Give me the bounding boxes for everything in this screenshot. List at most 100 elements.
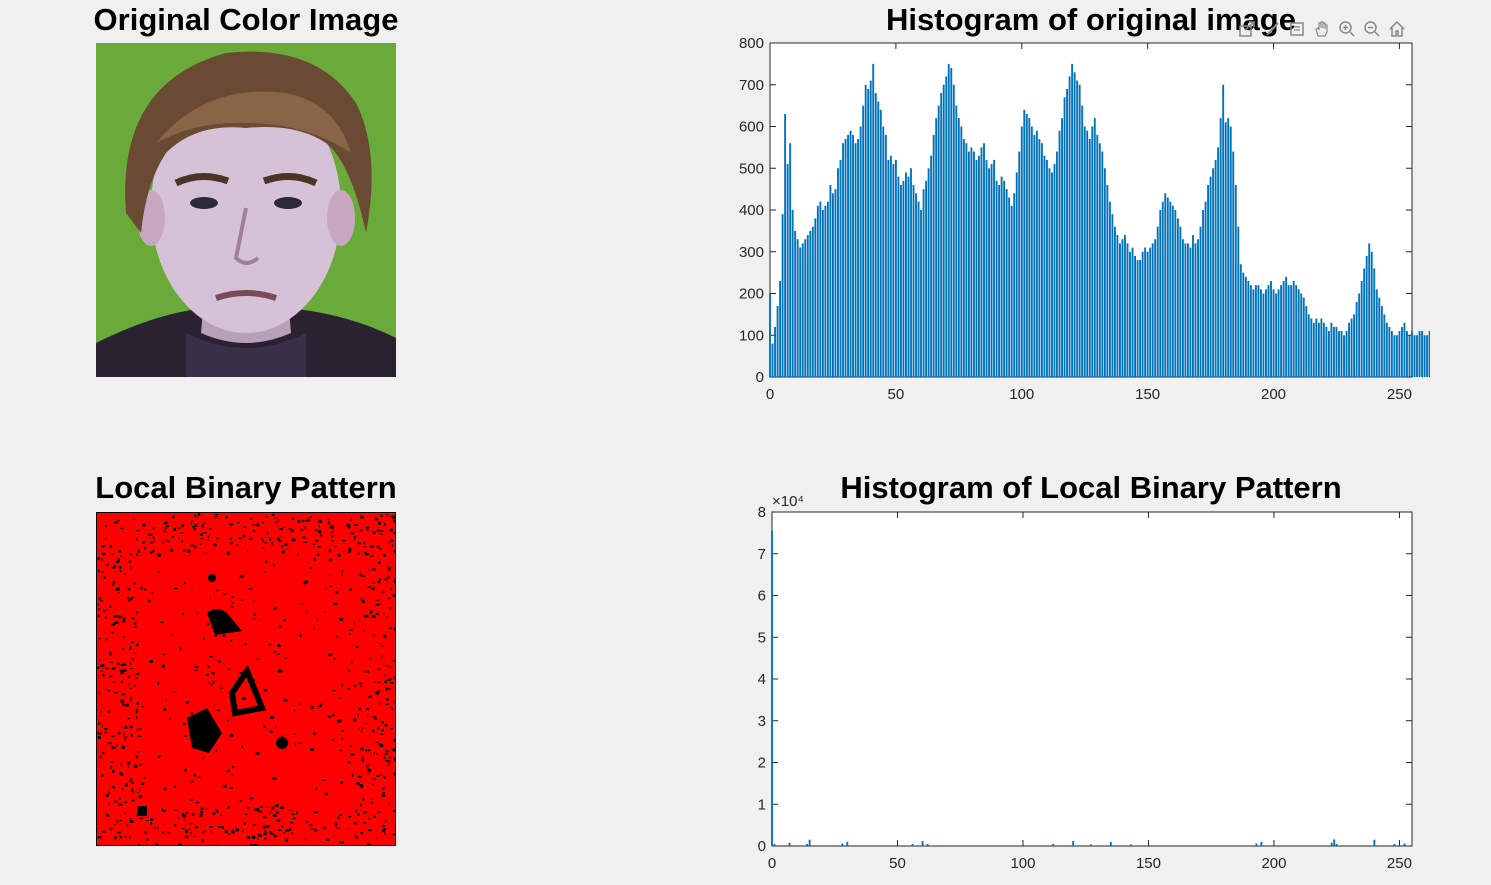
- title-original-image: Original Color Image: [94, 4, 399, 35]
- histogram-bar: [840, 160, 842, 377]
- histogram-bar: [1111, 214, 1113, 377]
- histogram-bar: [822, 210, 824, 377]
- histogram-bar: [1263, 294, 1265, 378]
- histogram-bar: [1127, 243, 1129, 377]
- histogram-bar: [1159, 210, 1161, 377]
- histogram-bar: [837, 168, 839, 377]
- histogram-bar: [1124, 235, 1126, 377]
- histogram-bar: [1285, 277, 1287, 377]
- histogram-bar: [1069, 76, 1071, 377]
- y-tick-label: 8: [758, 504, 766, 521]
- y-tick-label: 0: [756, 369, 764, 386]
- histogram-bar: [965, 143, 967, 377]
- histogram-bar: [1343, 335, 1345, 377]
- y-tick-label: 0: [758, 838, 766, 855]
- histogram-bar: [1064, 97, 1066, 377]
- histogram-bar: [1152, 243, 1154, 377]
- histogram-bar: [862, 106, 864, 377]
- histogram-bar: [865, 85, 867, 377]
- histogram-bar: [1046, 160, 1048, 377]
- histogram-bar: [1270, 281, 1272, 377]
- histogram-bar: [1164, 193, 1166, 377]
- histogram-bar: [1303, 298, 1305, 377]
- histogram-bar: [973, 152, 975, 377]
- histogram-bar: [943, 85, 945, 377]
- histogram-bar: [802, 243, 804, 377]
- histogram-bar: [1154, 239, 1156, 377]
- histogram-bar: [1084, 127, 1086, 378]
- histogram-bar: [829, 185, 831, 377]
- histogram-bar: [1416, 335, 1418, 377]
- histogram-bar: [991, 164, 993, 377]
- histogram-bar: [1110, 842, 1112, 846]
- histogram-bar: [1056, 152, 1058, 377]
- histogram-bar: [1358, 294, 1360, 378]
- histogram-bar: [835, 189, 837, 377]
- histogram-bar: [860, 127, 862, 378]
- histogram-bar: [922, 841, 924, 846]
- histogram-bar: [1293, 281, 1295, 377]
- histogram-bar: [1313, 323, 1315, 377]
- histogram-bar: [1252, 289, 1254, 377]
- histogram-bar: [875, 93, 877, 377]
- x-tick-label: 100: [1009, 386, 1034, 403]
- histogram-bar: [913, 185, 915, 377]
- histogram-bar: [1290, 285, 1292, 377]
- histogram-bar: [1036, 131, 1038, 377]
- histogram-bar: [1167, 197, 1169, 377]
- histogram-bar: [769, 294, 771, 378]
- histogram-bar: [1139, 260, 1141, 377]
- histogram-bar: [1421, 331, 1423, 377]
- title-lbp: Local Binary Pattern: [95, 472, 396, 503]
- y-tick-label: 6: [758, 588, 766, 605]
- histogram-bar: [1353, 314, 1355, 377]
- histogram-bar: [1393, 335, 1395, 377]
- histogram-bar: [1162, 202, 1164, 377]
- histogram-bar: [1182, 239, 1184, 377]
- histogram-bar: [950, 68, 952, 377]
- histogram-bar: [1071, 64, 1073, 377]
- histogram-bar: [1184, 243, 1186, 377]
- histogram-bar: [1086, 131, 1088, 377]
- histogram-bar: [1237, 227, 1239, 377]
- histogram-bar: [1409, 335, 1411, 377]
- y-tick-label: 300: [739, 244, 764, 261]
- histogram-bar: [877, 101, 879, 377]
- histogram-bar: [880, 110, 882, 377]
- histogram-bar: [1328, 331, 1330, 377]
- histogram-bar: [1129, 252, 1131, 377]
- histogram-bar: [1076, 81, 1078, 377]
- y-tick-label: 500: [739, 160, 764, 177]
- histogram-bar: [1016, 172, 1018, 377]
- y-tick-label: 800: [739, 35, 764, 52]
- histogram-bar: [1295, 285, 1297, 377]
- histogram-bar: [910, 168, 912, 377]
- histogram-bar: [817, 206, 819, 377]
- histogram-bar: [1336, 844, 1338, 846]
- histogram-bar: [1265, 289, 1267, 377]
- histogram-bar: [935, 118, 937, 377]
- histogram-bar: [1134, 256, 1136, 377]
- histogram-bar: [1018, 152, 1020, 377]
- histogram-bar: [1429, 331, 1430, 377]
- histogram-bar: [870, 81, 872, 377]
- histogram-bar: [1114, 227, 1116, 377]
- y-tick-label: 2: [758, 755, 766, 772]
- histogram-bar: [867, 89, 869, 377]
- histogram-bar: [1351, 319, 1353, 377]
- y-tick-label: 1: [758, 796, 766, 813]
- histogram-bar: [1255, 285, 1257, 377]
- histogram-bar: [1288, 285, 1290, 377]
- histogram-bar: [1172, 206, 1174, 377]
- histogram-bar: [1217, 147, 1219, 377]
- histogram-bar: [1187, 243, 1189, 377]
- y-tick-label: 600: [739, 119, 764, 136]
- histogram-bar: [1373, 840, 1375, 846]
- histogram-bar: [812, 227, 814, 377]
- histogram-bar: [900, 185, 902, 377]
- histogram-bar: [1366, 256, 1368, 377]
- histogram-bar: [1318, 323, 1320, 377]
- histogram-bar: [996, 181, 998, 377]
- histogram-bar: [797, 239, 799, 377]
